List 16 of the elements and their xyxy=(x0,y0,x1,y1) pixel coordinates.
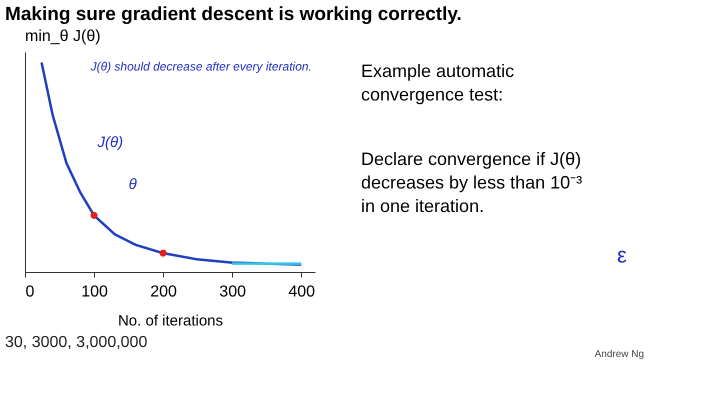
x-tick-label: 200 xyxy=(150,284,178,300)
annotation: J(θ) xyxy=(96,134,124,152)
text: Declare convergence if J(θ) decreases by less than 10⁻³ in one iteration. xyxy=(361,149,582,216)
text: 30, 3000, 3,000,000 xyxy=(5,334,148,351)
text: Example automatic convergence test: xyxy=(361,61,514,104)
annotation: θ xyxy=(128,176,137,193)
x-tick-label: 400 xyxy=(288,284,316,300)
x-tick-label: 100 xyxy=(81,284,108,300)
annotation: J(θ) should decrease after every iteration. xyxy=(90,60,312,74)
chart-title: Making sure gradient descent is working correctly. xyxy=(5,4,462,25)
text: ε xyxy=(617,242,627,268)
y-axis-title: min_θ J(θ) xyxy=(25,28,101,45)
x-tick-label: 0 xyxy=(26,284,34,300)
text: Andrew Ng xyxy=(594,349,644,360)
x-axis-title: No. of iterations xyxy=(118,312,224,330)
x-tick-label: 300 xyxy=(219,284,246,300)
